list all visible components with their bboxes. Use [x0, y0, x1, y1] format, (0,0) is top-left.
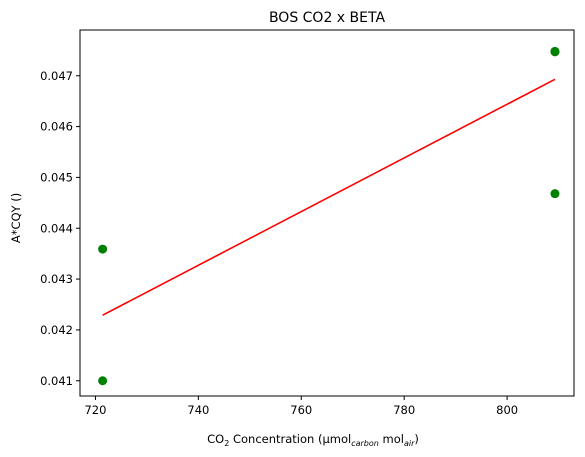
data-point [98, 376, 108, 386]
y-axis-label: A*CQY () [9, 193, 23, 243]
x-tick-label: 760 [290, 403, 312, 417]
x-label-air-subscript: air [404, 439, 415, 448]
data-point [550, 46, 560, 56]
x-label-mol: mol [379, 432, 404, 446]
x-tick-label: 720 [84, 403, 106, 417]
x-label-concentration: Concentration (µmol [229, 432, 351, 446]
x-axis-ticks: 720 740 760 780 800 [84, 396, 518, 417]
y-tick-label: 0.046 [40, 120, 73, 134]
y-tick-label: 0.042 [40, 323, 73, 337]
axes-frame [79, 29, 575, 397]
chart-title: BOS CO2 x BETA [269, 10, 386, 26]
x-label-co-subscript: 2 [224, 439, 229, 448]
data-point [550, 189, 560, 199]
x-label-co: CO [207, 432, 224, 446]
x-label-close: ) [414, 432, 419, 446]
x-tick-label: 800 [496, 403, 518, 417]
data-points [98, 46, 560, 386]
fit-line [102, 78, 556, 316]
plot-area [79, 29, 575, 397]
x-label-carbon-subscript: carbon [351, 439, 379, 448]
y-tick-label: 0.045 [40, 170, 73, 184]
x-tick-label: 740 [187, 403, 209, 417]
y-tick-label: 0.044 [40, 221, 73, 235]
data-point [98, 244, 108, 254]
y-axis-ticks: 0.041 0.042 0.043 0.044 0.045 0.046 0.047 [40, 69, 80, 388]
y-tick-label: 0.047 [40, 69, 73, 83]
y-tick-label: 0.041 [40, 374, 73, 388]
x-axis-label: CO2 Concentration (µmolcarbon molair) [207, 432, 419, 448]
x-tick-label: 780 [393, 403, 415, 417]
y-tick-label: 0.043 [40, 272, 73, 286]
